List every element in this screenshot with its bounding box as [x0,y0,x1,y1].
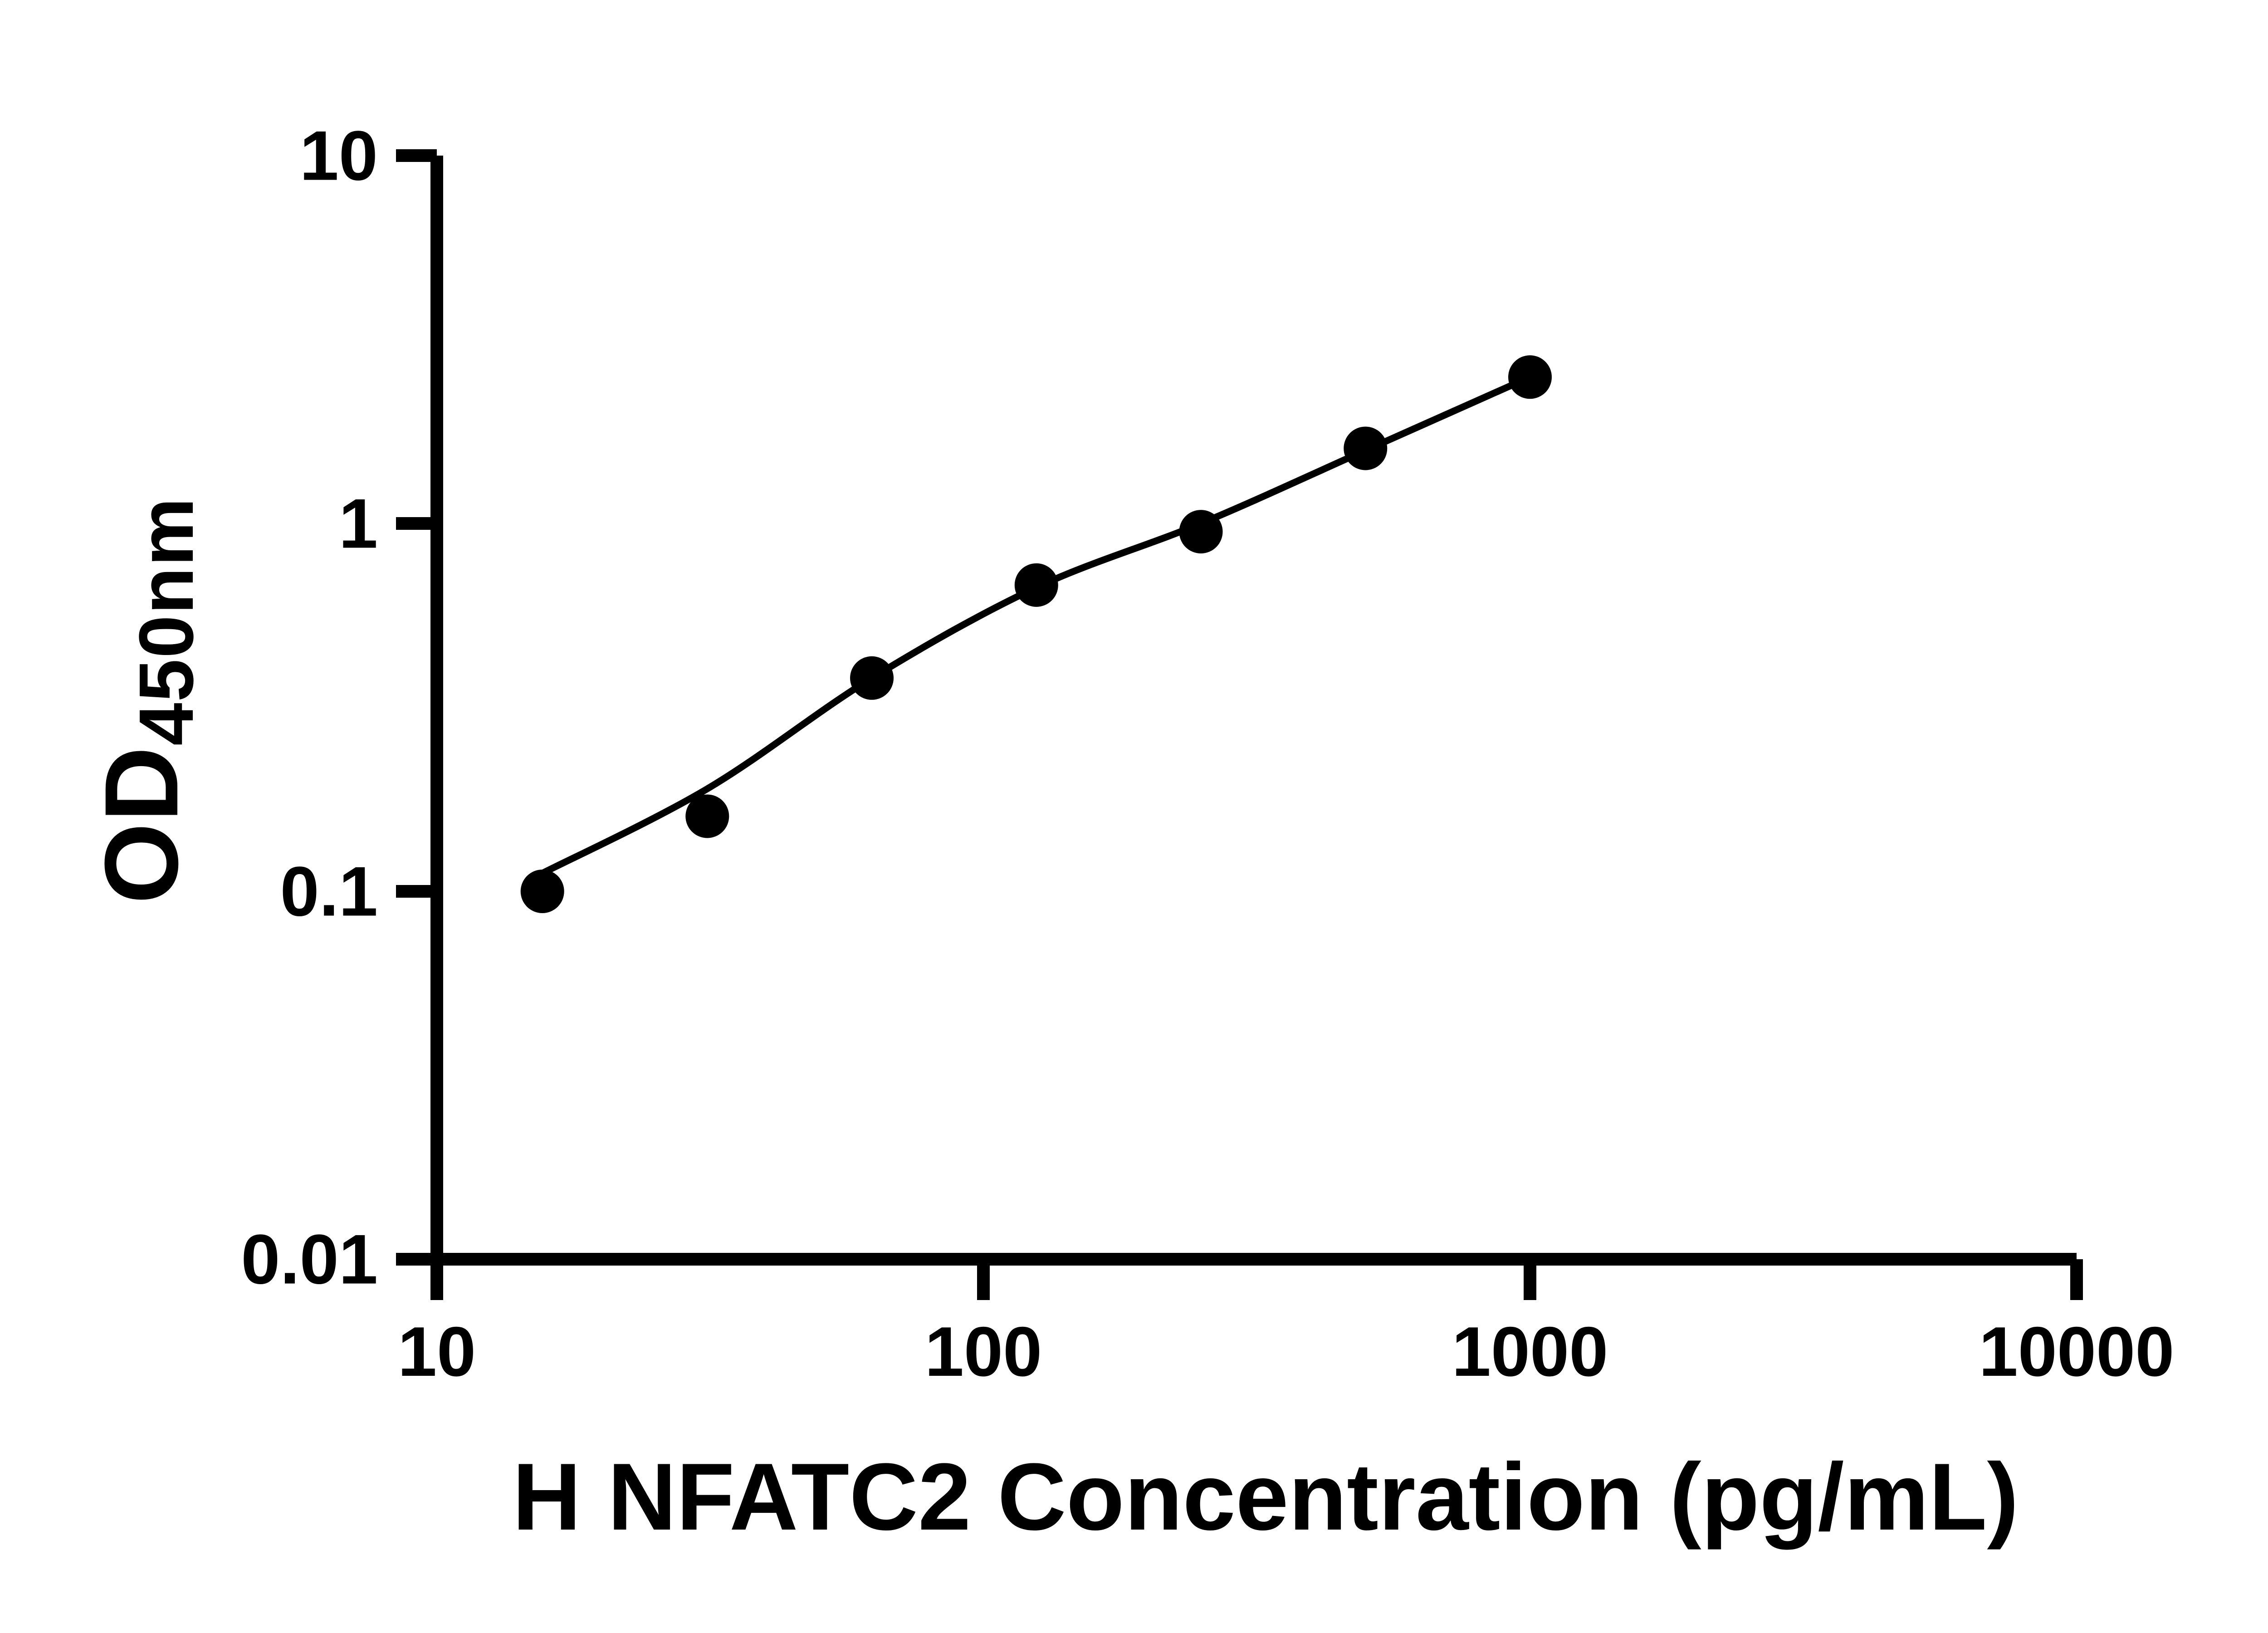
y-tick-label: 0.1 [280,852,378,931]
data-point [520,870,564,913]
x-axis-title: H NFATC2 Concentration (pg/mL) [512,1443,2019,1550]
data-point [685,794,729,838]
x-tick-label: 100 [925,1312,1042,1391]
x-tick-label: 10000 [1979,1312,2174,1391]
y-tick-label: 10 [300,117,378,195]
data-point [850,656,894,700]
data-point [1344,426,1388,470]
data-point [1508,355,1552,399]
axis-frame [430,156,2077,1266]
x-tick-label: 1000 [1452,1312,1608,1391]
data-point [1014,563,1058,607]
y-tick-label: 1 [339,484,378,563]
y-axis-title: OD450nm [81,497,211,904]
y-axis-title-sub: 450nm [123,497,210,746]
data-point [1179,510,1223,554]
x-tick-label: 10 [398,1312,476,1391]
y-axis-title-main: OD [83,745,200,904]
y-tick-label: 0.01 [241,1220,378,1299]
